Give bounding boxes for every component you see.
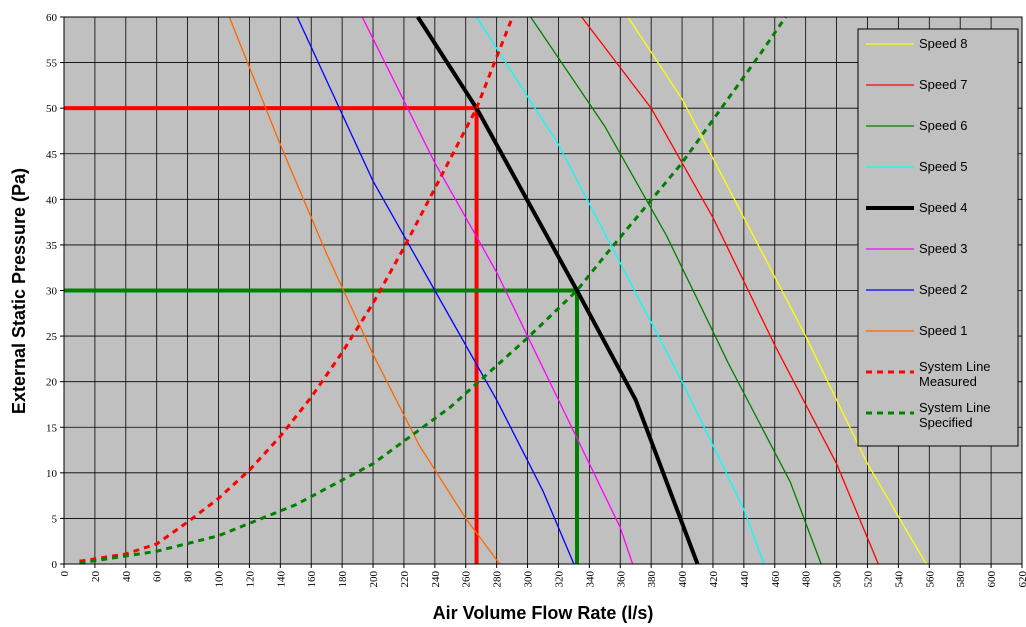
x-tick-label: 500 xyxy=(832,571,844,588)
y-tick-label: 10 xyxy=(46,468,58,480)
y-tick-label: 15 xyxy=(46,422,58,434)
series-line xyxy=(530,16,822,565)
series-line xyxy=(581,16,879,565)
series-line xyxy=(476,16,765,565)
series-line xyxy=(296,16,575,565)
series-line xyxy=(416,15,700,565)
legend-label: Speed 5 xyxy=(919,159,967,174)
y-tick-label: 35 xyxy=(46,240,58,252)
x-tick-label: 480 xyxy=(801,571,813,588)
x-tick-label: 340 xyxy=(584,571,596,588)
x-tick-label: 240 xyxy=(430,571,442,588)
x-tick-label: 160 xyxy=(306,571,318,588)
x-tick-label: 20 xyxy=(90,571,102,583)
y-axis-title: External Static Pressure (Pa) xyxy=(9,168,29,414)
x-tick-label: 420 xyxy=(708,571,720,588)
y-tick-label: 50 xyxy=(46,103,58,115)
x-tick-label: 620 xyxy=(1017,571,1026,588)
x-tick-label: 40 xyxy=(121,571,133,583)
x-tick-label: 400 xyxy=(677,571,689,588)
series-layer xyxy=(79,15,927,565)
x-axis-title: Air Volume Flow Rate (l/s) xyxy=(433,603,654,623)
y-tick-label: 60 xyxy=(46,12,58,24)
legend-label: Speed 7 xyxy=(919,77,967,92)
x-tick-label: 580 xyxy=(955,571,967,588)
y-tick-label: 20 xyxy=(46,377,58,389)
y-tick-label: 25 xyxy=(46,331,58,343)
x-tick-label: 180 xyxy=(337,571,349,588)
legend-label: Speed 3 xyxy=(919,241,967,256)
x-tick-label: 80 xyxy=(183,571,195,583)
y-tick-label: 5 xyxy=(52,513,58,525)
x-tick-label: 540 xyxy=(893,571,905,588)
legend-box xyxy=(857,28,1019,447)
x-tick-label: 280 xyxy=(492,571,504,588)
legend-label: System Line Measured xyxy=(919,359,991,389)
y-tick-labels: 0 5 10 15 20 25 30 35 40 45 50 55 60 xyxy=(46,12,64,571)
legend-label: Speed 2 xyxy=(919,282,967,297)
y-tick-label: 55 xyxy=(46,58,58,70)
x-tick-label: 120 xyxy=(244,571,256,588)
x-tick-labels: 0 20 40 60 80 100 120 140 160 180 200 220 240 260 280 3… xyxy=(59,564,1026,588)
legend-label: System Line Specified xyxy=(919,400,991,430)
x-tick-label: 200 xyxy=(368,571,380,588)
series-line xyxy=(361,16,634,565)
x-tick-label: 140 xyxy=(275,571,287,588)
y-tick-label: 40 xyxy=(46,194,58,206)
x-tick-label: 260 xyxy=(461,571,473,588)
x-tick-label: 520 xyxy=(862,571,874,588)
legend-label: Speed 8 xyxy=(919,36,967,51)
x-tick-label: 60 xyxy=(152,571,164,583)
series-line xyxy=(228,16,501,565)
x-tick-label: 380 xyxy=(646,571,658,588)
series-line xyxy=(79,17,514,563)
x-tick-label: 460 xyxy=(770,571,782,588)
x-tick-label: 100 xyxy=(214,571,226,588)
legend: Speed 8 Speed 7 Speed 6 Speed 5 Speed 4 Speed… xyxy=(857,28,1019,447)
legend-label: Speed 4 xyxy=(919,200,967,215)
x-tick-label: 220 xyxy=(399,571,411,588)
x-tick-label: 360 xyxy=(615,571,627,588)
y-tick-label: 45 xyxy=(46,149,58,161)
x-tick-label: 560 xyxy=(924,571,936,588)
x-tick-label: 440 xyxy=(739,571,751,588)
series-line xyxy=(627,16,927,565)
x-tick-label: 300 xyxy=(523,571,535,588)
x-tick-label: 320 xyxy=(553,571,565,588)
legend-label: Speed 1 xyxy=(919,323,967,338)
x-tick-label: 0 xyxy=(59,571,71,577)
y-tick-label: 0 xyxy=(52,559,58,571)
x-tick-label: 600 xyxy=(986,571,998,588)
legend-label: Speed 6 xyxy=(919,118,967,133)
y-tick-label: 30 xyxy=(46,286,58,298)
